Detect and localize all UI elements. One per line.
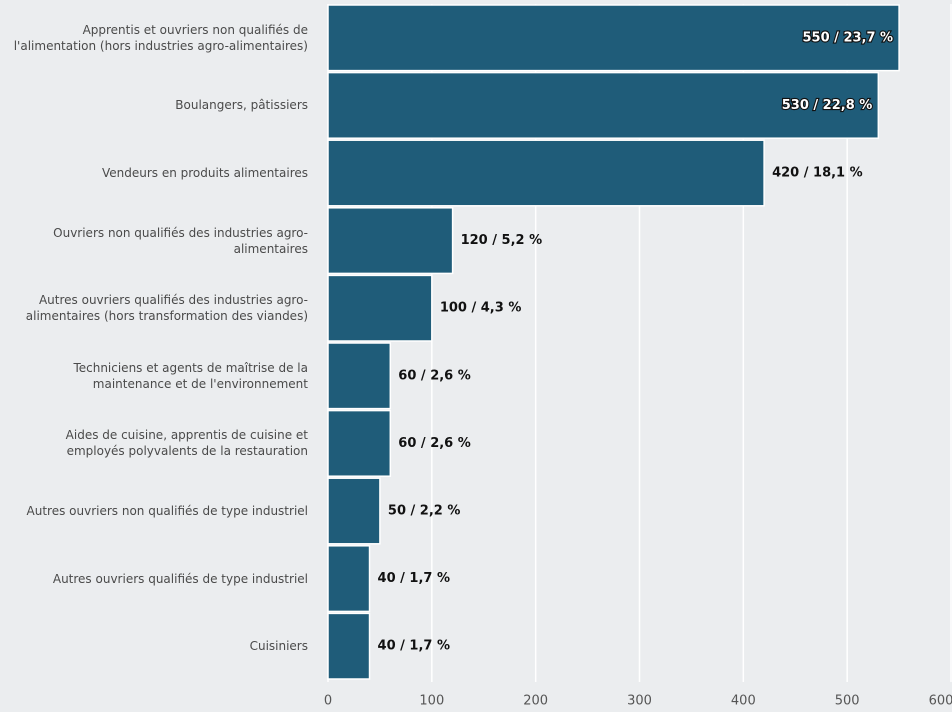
bar bbox=[327, 477, 381, 545]
bar bbox=[327, 139, 765, 207]
x-tick-label: 500 bbox=[835, 694, 860, 709]
bar bbox=[327, 342, 392, 410]
y-tick-label: Autres ouvriers qualifiés des industries… bbox=[25, 293, 308, 324]
y-tick-label: Techniciens et agents de maîtrise de la … bbox=[73, 360, 308, 391]
value-label: 60 / 2,6 % bbox=[398, 436, 470, 451]
value-label: 120 / 5,2 % bbox=[461, 233, 543, 248]
bar bbox=[327, 274, 433, 342]
value-label: 40 / 1,7 % bbox=[378, 639, 450, 654]
value-label: 550 / 23,7 % bbox=[803, 30, 894, 45]
value-label: 60 / 2,6 % bbox=[398, 368, 470, 383]
bar bbox=[327, 207, 454, 275]
y-tick-label: Vendeurs en produits alimentaires bbox=[101, 165, 308, 180]
y-tick-label: Cuisiniers bbox=[249, 639, 308, 654]
x-tick-label: 600 bbox=[929, 694, 952, 709]
bar bbox=[327, 71, 880, 139]
bar bbox=[327, 409, 392, 477]
y-tick-label: Autres ouvriers non qualifiés de type in… bbox=[26, 503, 309, 518]
y-tick-label: Boulangers, pâtissiers bbox=[175, 98, 308, 113]
y-tick-label: Ouvriers non qualifiés des industries ag… bbox=[53, 225, 308, 256]
value-label: 420 / 18,1 % bbox=[772, 166, 863, 181]
y-tick-label: Apprentis et ouvriers non qualifiés de l… bbox=[13, 22, 308, 53]
value-label: 100 / 4,3 % bbox=[440, 301, 522, 316]
x-tick-label: 200 bbox=[523, 694, 548, 709]
bar bbox=[327, 545, 371, 613]
bar bbox=[327, 4, 900, 72]
value-label: 50 / 2,2 % bbox=[388, 504, 460, 519]
x-tick-label: 400 bbox=[731, 694, 756, 709]
value-label: 530 / 22,8 % bbox=[782, 98, 873, 113]
x-tick-label: 100 bbox=[419, 694, 444, 709]
value-label: 40 / 1,7 % bbox=[378, 571, 450, 586]
bar bbox=[327, 612, 371, 680]
x-tick-label: 0 bbox=[324, 694, 332, 709]
x-tick-label: 300 bbox=[627, 694, 652, 709]
y-tick-label: Autres ouvriers qualifiés de type indust… bbox=[52, 571, 308, 586]
y-tick-label: Aides de cuisine, apprentis de cuisine e… bbox=[65, 428, 308, 459]
